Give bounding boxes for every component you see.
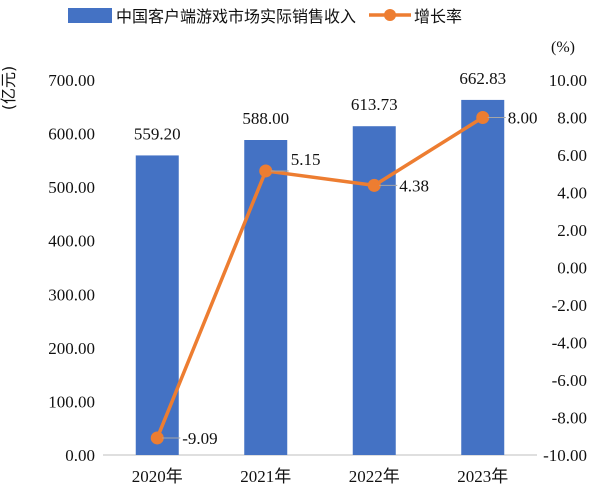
right-tick-label: 6.00 (557, 146, 587, 165)
left-axis-unit: (亿元) (0, 66, 18, 111)
bar-data-label: 559.20 (134, 124, 181, 143)
legend-line-label: 增长率 (414, 7, 462, 26)
bar-data-label: 588.00 (242, 109, 289, 128)
left-tick-label: 700.00 (48, 71, 95, 90)
growth-point (150, 431, 164, 445)
bar (135, 155, 179, 455)
bar-data-labels: 559.20 588.00 613.73 662.83 (134, 69, 506, 144)
x-tick-label: 2023年 (457, 467, 508, 486)
right-tick-label: -4.00 (552, 334, 587, 353)
growth-point (259, 164, 273, 178)
legend-bar-label: 中国客户端游戏市场实际销售收入 (116, 7, 356, 26)
bar-series (135, 99, 505, 456)
x-tick-label: 2021年 (240, 467, 291, 486)
growth-line-series (150, 111, 490, 445)
bar-data-label: 613.73 (351, 95, 398, 114)
right-tick-label: 4.00 (557, 184, 587, 203)
right-axis-ticks: -10.00 -8.00 -6.00 -4.00 -2.00 0.00 2.00 4.00 6.… (543, 71, 587, 465)
growth-data-label: 5.15 (291, 150, 321, 169)
right-tick-label: 0.00 (557, 259, 587, 278)
left-tick-label: 300.00 (48, 285, 95, 304)
left-tick-label: 500.00 (48, 178, 95, 197)
x-axis-ticks: 2020年 2021年 2022年 2023年 (132, 467, 509, 486)
legend-line-marker (384, 9, 396, 21)
right-axis-unit: (%) (551, 39, 575, 56)
left-tick-label: 0.00 (65, 446, 95, 465)
left-tick-label: 100.00 (48, 392, 95, 411)
left-tick-label: 200.00 (48, 339, 95, 358)
legend-bar-swatch (68, 8, 112, 23)
left-tick-label: 600.00 (48, 125, 95, 144)
right-tick-label: -6.00 (552, 371, 587, 390)
right-tick-label: 8.00 (557, 109, 587, 128)
x-tick-label: 2020年 (132, 467, 183, 486)
growth-point (367, 178, 381, 192)
x-tick-label: 2022年 (349, 467, 400, 486)
right-tick-label: -8.00 (552, 409, 587, 428)
bar (461, 99, 505, 455)
growth-data-label: -9.09 (182, 429, 217, 448)
legend: 中国客户端游戏市场实际销售收入 增长率 (68, 7, 462, 26)
right-tick-label: -2.00 (552, 296, 587, 315)
bar (244, 140, 288, 455)
right-tick-label: 10.00 (549, 71, 587, 90)
left-axis-ticks: 0.00 100.00 200.00 300.00 400.00 500.00 600.00… (48, 71, 95, 465)
bar-data-label: 662.83 (459, 69, 506, 88)
left-tick-label: 400.00 (48, 232, 95, 251)
growth-point (476, 111, 490, 124)
growth-line (155, 116, 484, 439)
right-tick-label: 2.00 (557, 221, 587, 240)
growth-data-label: 8.00 (508, 109, 538, 128)
right-tick-label: -10.00 (543, 446, 587, 465)
growth-data-labels: -9.09 5.15 4.38 8.00 (162, 109, 538, 448)
growth-data-label: 4.38 (399, 176, 429, 195)
